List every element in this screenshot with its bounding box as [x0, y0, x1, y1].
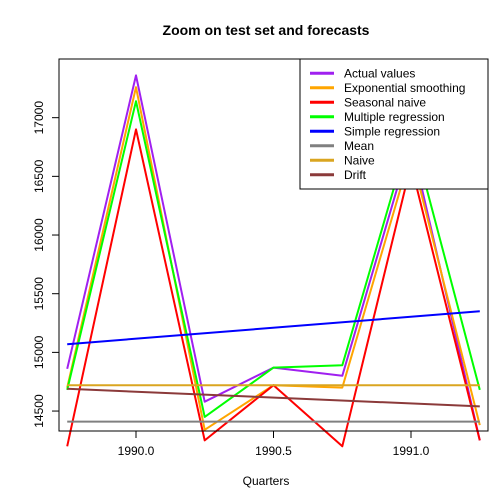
y-tick-label: 14500 [32, 394, 46, 428]
y-tick-label: 17000 [32, 101, 46, 135]
legend-label-seasonal-naive: Seasonal naive [344, 95, 426, 109]
y-tick-label: 16500 [32, 159, 46, 193]
legend-label-drift: Drift [344, 168, 367, 182]
series-line-drift [67, 387, 480, 408]
series-line-simple-regression [67, 310, 480, 346]
y-tick-label: 16000 [32, 218, 46, 252]
legend-label-mean: Mean [344, 139, 374, 153]
axes-layer: 1990.0 1990.5 1991.0 14500 15000 15500 16000 16… [32, 101, 430, 458]
legend-label-naive: Naive [344, 153, 375, 167]
legend-label-actual-values: Actual values [344, 66, 415, 80]
legend-label-exponential-smoothing: Exponential smoothing [344, 81, 465, 95]
legend-box [299, 58, 489, 190]
x-tick-label: 1991.0 [393, 444, 430, 458]
legend-label-simple-regression: Simple regression [344, 124, 440, 138]
chart-title: Zoom on test set and forecasts [163, 22, 370, 38]
legend-label-multiple-regression: Multiple regression [344, 110, 445, 124]
y-tick-label: 15500 [32, 277, 46, 311]
x-axis-label: Quarters [243, 474, 290, 488]
x-tick-label: 1990.0 [118, 444, 155, 458]
x-tick-label: 1990.5 [255, 444, 292, 458]
y-tick-label: 15000 [32, 335, 46, 369]
